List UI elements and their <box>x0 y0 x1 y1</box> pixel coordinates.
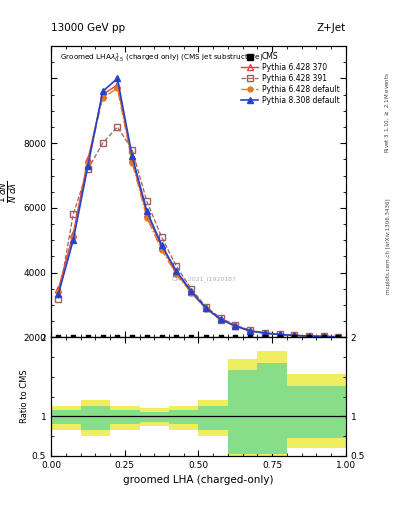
Text: Groomed LHA$\lambda^{1}_{0.5}$ (charged only) (CMS jet substructure): Groomed LHA$\lambda^{1}_{0.5}$ (charged … <box>60 52 263 65</box>
Point <box>144 333 150 342</box>
Point <box>129 333 135 342</box>
Point <box>173 333 180 342</box>
Point <box>70 333 76 342</box>
Point <box>232 333 239 342</box>
Point <box>217 333 224 342</box>
Point <box>247 333 253 342</box>
Point <box>262 333 268 342</box>
Text: mcplots.cern.ch [arXiv:1306.3436]: mcplots.cern.ch [arXiv:1306.3436] <box>386 198 391 293</box>
Text: CMS_2021_I1920187: CMS_2021_I1920187 <box>172 276 237 282</box>
Y-axis label: $\frac{1}{N}\frac{dN}{d\lambda}$: $\frac{1}{N}\frac{dN}{d\lambda}$ <box>0 181 19 203</box>
Point <box>203 333 209 342</box>
Legend: CMS, Pythia 6.428 370, Pythia 6.428 391, Pythia 6.428 default, Pythia 8.308 defa: CMS, Pythia 6.428 370, Pythia 6.428 391,… <box>239 50 342 107</box>
Point <box>335 333 342 342</box>
Point <box>85 333 91 342</box>
Point <box>306 333 312 342</box>
Point <box>188 333 194 342</box>
Point <box>114 333 121 342</box>
Text: Rivet 3.1.10, $\geq$ 2.1M events: Rivet 3.1.10, $\geq$ 2.1M events <box>384 72 391 153</box>
X-axis label: groomed LHA (charged-only): groomed LHA (charged-only) <box>123 475 274 485</box>
Point <box>55 333 62 342</box>
Point <box>158 333 165 342</box>
Point <box>276 333 283 342</box>
Text: Z+Jet: Z+Jet <box>317 23 346 33</box>
Point <box>321 333 327 342</box>
Text: 13000 GeV pp: 13000 GeV pp <box>51 23 125 33</box>
Y-axis label: Ratio to CMS: Ratio to CMS <box>20 370 29 423</box>
Point <box>291 333 298 342</box>
Point <box>99 333 106 342</box>
